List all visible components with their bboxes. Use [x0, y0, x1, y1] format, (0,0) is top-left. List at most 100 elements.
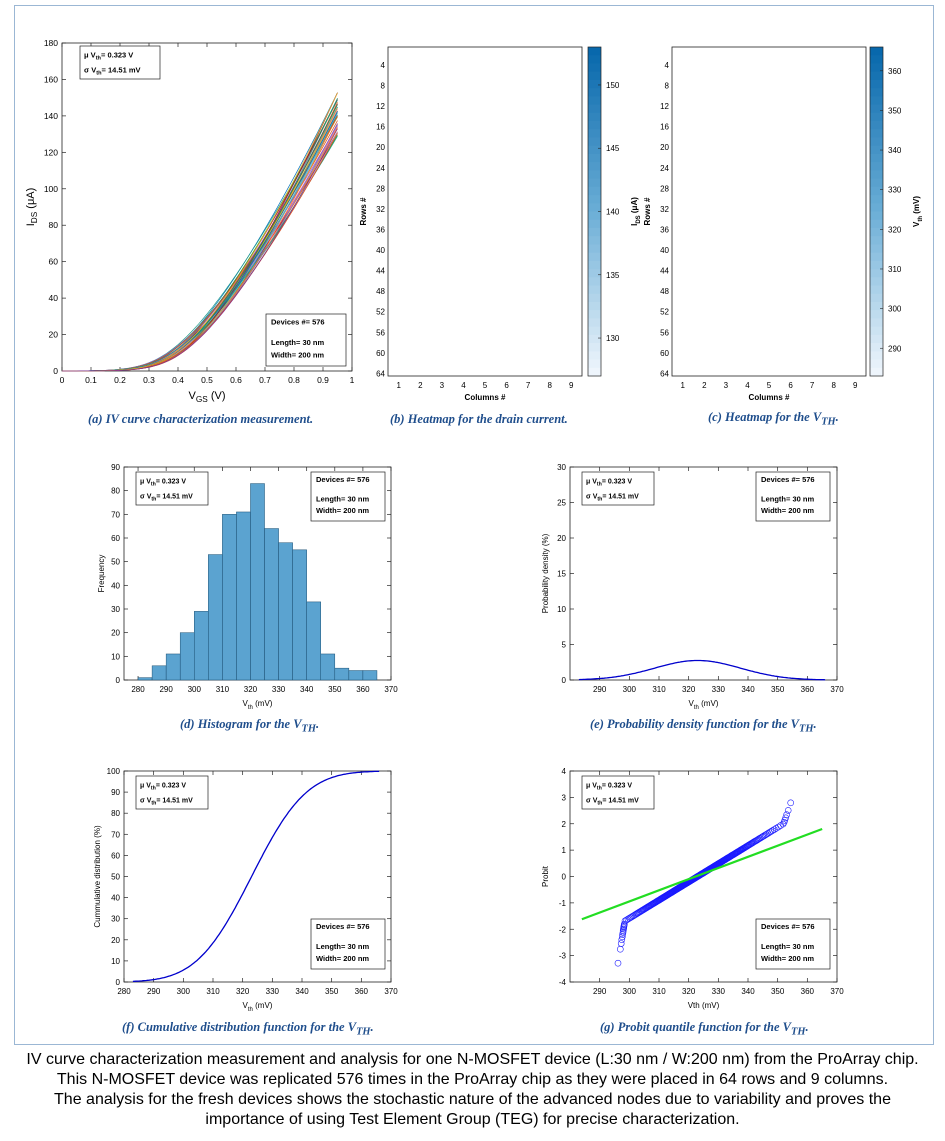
y-tick-label: 52: [660, 308, 669, 317]
y-axis-title: Probability density (%): [541, 533, 550, 613]
colorbar-segment: [588, 343, 601, 352]
y-tick-label: 80: [49, 220, 59, 230]
stat-value: = 14.51 mV: [156, 797, 193, 804]
y-tick-label: 60: [111, 534, 120, 543]
x-axis-title-sub: th: [248, 705, 253, 711]
x-tick-label: 300: [623, 685, 637, 694]
y-tick-label: 12: [660, 102, 669, 111]
devices-count: Devices #= 576: [761, 922, 815, 931]
device-length: Length= 30 nm: [761, 942, 814, 951]
x-axis-title-text: V: [189, 390, 197, 402]
x-axis-title-unit: (mV): [253, 699, 273, 708]
stat-sub: th: [151, 482, 156, 488]
y-tick-label: 120: [44, 147, 58, 157]
x-axis-title-sub: th: [694, 705, 699, 711]
y-tick-label: 48: [660, 287, 669, 296]
probit-point: [617, 940, 625, 947]
colorbar-segment: [588, 170, 601, 180]
colorbar-tick-label: 320: [888, 225, 902, 234]
devices-count: Devices #= 576: [761, 475, 815, 484]
device-length: Length= 30 nm: [271, 338, 324, 347]
colorbar-segment: [588, 137, 601, 147]
device-width: Width= 200 nm: [761, 506, 814, 515]
hist-bar: [292, 549, 307, 681]
stat-text: μ V: [84, 51, 96, 60]
iv-curve: [62, 128, 338, 372]
y-tick-label: -1: [559, 899, 567, 908]
probit-point: [758, 833, 765, 841]
colorbar-title-text: I: [630, 224, 639, 226]
devices-count: Devices #= 576: [316, 922, 370, 931]
hist-bar: [306, 601, 321, 681]
y-tick-label: 40: [111, 581, 120, 590]
x-tick-label: 370: [830, 987, 844, 996]
colorbar-title: Vth (mV): [912, 196, 924, 227]
colorbar-tick-label: 310: [888, 265, 902, 274]
y-tick-label: 80: [111, 809, 120, 818]
stats-box: [135, 471, 209, 506]
x-tick-label: 0.9: [317, 375, 329, 385]
stat-sub: th: [597, 496, 602, 502]
x-tick-label: 330: [712, 987, 726, 996]
y-tick-label: 20: [49, 330, 59, 340]
x-tick-label: 330: [272, 685, 286, 694]
y-tick-label: -4: [559, 978, 567, 987]
stat-sub: th: [597, 800, 602, 806]
mu-vth-label: μ Vth= 0.323 V: [140, 479, 186, 488]
colorbar-segment: [870, 162, 883, 171]
x-tick-label: 370: [384, 987, 398, 996]
colorbar-segment: [870, 334, 883, 344]
colorbar-segment: [588, 186, 601, 196]
x-tick-label: 3: [724, 381, 729, 390]
colorbar-title: IDS (μA): [630, 197, 642, 226]
y-tick-label: 10: [111, 957, 120, 966]
caption-g: (g) Probit quantile function for the VTH…: [600, 1020, 809, 1038]
x-tick-label: 0.8: [288, 375, 300, 385]
x-tick-label: 0.5: [201, 375, 213, 385]
x-tick-label: 2: [702, 381, 707, 390]
y-tick-label: 140: [44, 111, 58, 121]
hist-bar: [208, 554, 223, 681]
hist-bar: [151, 665, 167, 681]
y-axis-title: IDS (μA): [25, 188, 39, 227]
y-tick-label: 30: [111, 915, 120, 924]
colorbar-segment: [588, 318, 601, 328]
colorbar-segment: [588, 269, 601, 278]
device-width: Width= 200 nm: [761, 954, 814, 963]
x-tick-label: 340: [300, 685, 314, 694]
x-tick-label: 370: [830, 685, 844, 694]
y-tick-label: 20: [111, 936, 120, 945]
colorbar-segment: [870, 137, 883, 147]
stat-value: = 0.323 V: [156, 479, 186, 486]
y-tick-label: 25: [557, 499, 566, 508]
colorbar-segment: [870, 326, 883, 336]
colorbar-box: [869, 46, 884, 377]
colorbar-tick-label: 300: [888, 305, 902, 314]
y-tick-label: 30: [111, 605, 120, 614]
devices-box: [310, 918, 386, 970]
y-tick-label: 8: [381, 82, 386, 91]
colorbar-segment: [870, 186, 883, 196]
caption-e: (e) Probability density function for the…: [590, 717, 817, 735]
colorbar-segment: [588, 153, 601, 163]
y-tick-label: 44: [660, 267, 669, 276]
stats-box: [79, 45, 161, 80]
x-tick-label: 310: [216, 685, 230, 694]
y-tick-label: 2: [562, 820, 567, 829]
colorbar-segment: [870, 121, 883, 130]
y-tick-label: 20: [660, 143, 669, 152]
x-axis-title-sub: th: [248, 1007, 253, 1013]
y-tick-label: 12: [376, 102, 385, 111]
x-tick-label: 290: [147, 987, 161, 996]
y-tick-label: 100: [107, 767, 121, 776]
hist-bar: [179, 632, 195, 681]
x-tick-label: 4: [745, 381, 750, 390]
stat-value: = 14.51 mV: [102, 65, 141, 74]
colorbar-segment: [588, 121, 601, 130]
x-tick-label: 310: [206, 987, 220, 996]
colorbar-title-unit: (mV): [912, 196, 921, 216]
colorbar-segment: [870, 88, 883, 97]
probit-point: [614, 959, 622, 967]
colorbar-segment: [588, 96, 601, 106]
colorbar-tick-label: 350: [888, 106, 902, 115]
